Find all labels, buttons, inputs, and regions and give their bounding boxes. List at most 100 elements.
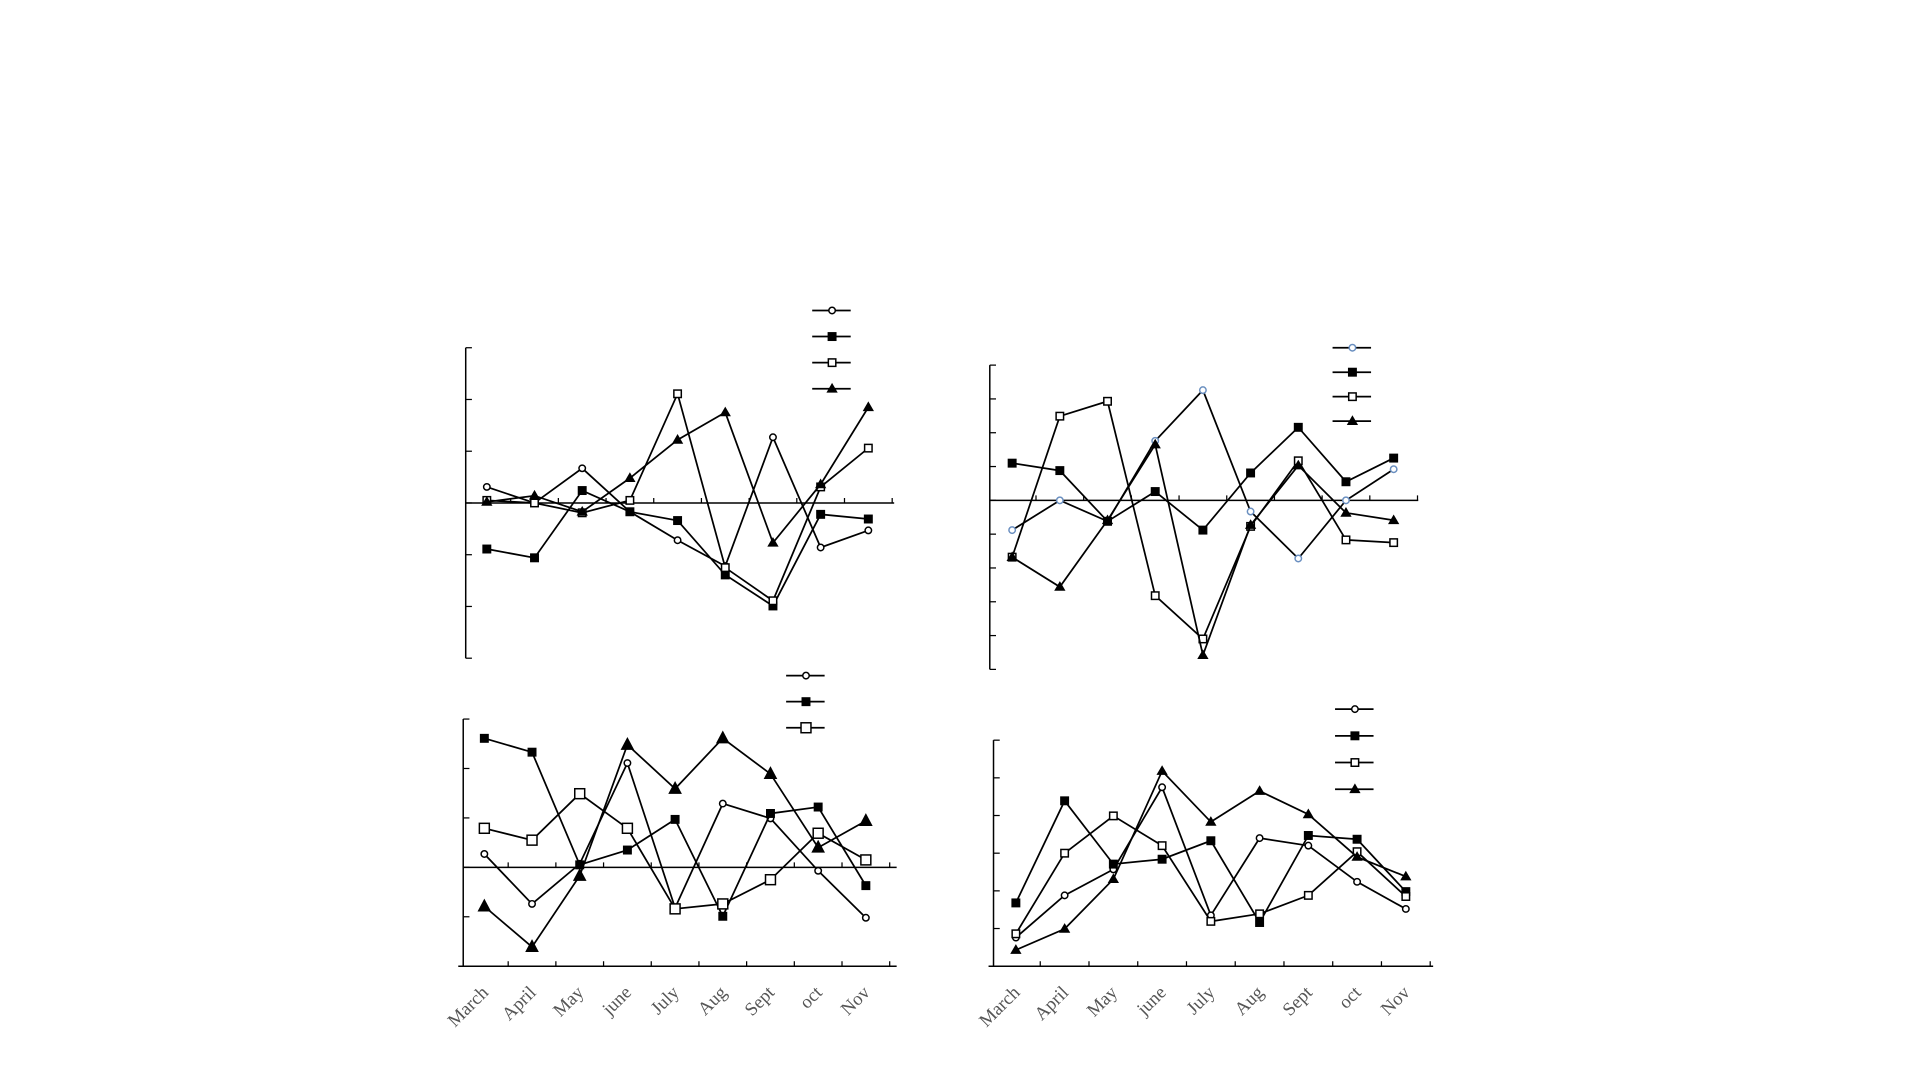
marker — [1302, 808, 1314, 819]
legend-marker — [800, 722, 812, 734]
marker — [1054, 581, 1066, 591]
series-line — [484, 737, 867, 919]
marker — [1060, 796, 1070, 806]
marker — [864, 526, 873, 535]
marker — [1060, 891, 1069, 900]
marker — [1006, 551, 1018, 561]
x-tick-label: Nov — [837, 982, 875, 1020]
marker — [1292, 459, 1304, 470]
marker — [1157, 854, 1167, 864]
x-tick-label: March — [975, 982, 1025, 1032]
marker — [1353, 877, 1362, 886]
marker — [576, 505, 588, 516]
series-line — [486, 434, 869, 568]
marker — [572, 867, 587, 881]
marker — [811, 839, 825, 853]
x-tick-label: Aug — [1231, 982, 1269, 1020]
marker — [1156, 765, 1168, 775]
marker — [1108, 811, 1118, 821]
marker — [1351, 851, 1363, 861]
series-line — [484, 792, 867, 910]
marker — [1293, 422, 1303, 432]
legend-marker — [827, 358, 837, 368]
x-tick-label: Aug — [694, 982, 732, 1020]
marker — [1255, 918, 1265, 927]
legend-marker — [1347, 367, 1357, 377]
marker — [816, 509, 826, 519]
x-tick-label: May — [549, 982, 588, 1021]
marker — [1244, 519, 1257, 529]
x-tick-label: May — [1083, 982, 1122, 1021]
marker — [623, 759, 632, 768]
legend-marker — [1350, 731, 1360, 741]
marker — [625, 495, 635, 505]
marker — [1101, 514, 1114, 525]
marker — [764, 873, 777, 886]
marker — [718, 911, 728, 921]
marker — [1303, 890, 1313, 900]
marker — [815, 478, 827, 489]
marker — [1352, 834, 1362, 844]
marker — [1206, 916, 1216, 926]
marker — [863, 443, 873, 453]
marker — [718, 799, 727, 808]
marker — [525, 939, 539, 953]
marker — [527, 747, 537, 757]
marker — [1400, 870, 1412, 881]
marker — [620, 736, 635, 750]
marker — [813, 802, 823, 812]
marker — [1341, 535, 1351, 545]
marker — [526, 834, 538, 846]
marker — [1149, 438, 1161, 449]
x-tick-label: July — [1183, 982, 1220, 1019]
marker — [670, 814, 680, 824]
marker — [1107, 873, 1120, 884]
marker — [669, 903, 681, 915]
marker — [673, 536, 682, 545]
x-tick-label: oct — [1335, 982, 1367, 1014]
x-tick-label: April — [1030, 982, 1073, 1025]
marker — [717, 898, 729, 910]
x-tick-label: oct — [796, 982, 828, 1014]
legend-marker — [802, 671, 810, 680]
marker — [625, 507, 635, 517]
marker — [1388, 514, 1400, 525]
marker — [481, 496, 493, 506]
marker — [1055, 496, 1064, 505]
marker — [577, 486, 587, 496]
marker — [1401, 904, 1410, 913]
marker — [1401, 892, 1411, 901]
marker — [1206, 836, 1216, 846]
marker — [480, 850, 489, 858]
marker — [668, 780, 682, 794]
legend-marker — [1348, 343, 1357, 352]
marker — [1058, 923, 1071, 933]
marker — [622, 845, 632, 855]
marker — [861, 913, 870, 922]
legend-marker — [826, 382, 838, 393]
marker — [1158, 783, 1167, 792]
marker — [1150, 591, 1160, 601]
x-tick-label: Sept — [741, 982, 780, 1021]
marker — [1108, 859, 1118, 869]
marker — [482, 544, 492, 554]
marker — [528, 489, 541, 500]
marker — [673, 389, 683, 399]
marker — [1255, 834, 1264, 843]
marker — [814, 866, 823, 875]
series-line — [1012, 426, 1395, 532]
marker — [859, 813, 873, 826]
legend-marker — [1347, 392, 1357, 402]
marker — [715, 730, 730, 744]
marker — [720, 570, 730, 580]
marker — [812, 827, 824, 839]
marker — [1198, 525, 1208, 535]
marker — [1055, 411, 1065, 421]
marker — [624, 472, 636, 482]
marker — [477, 898, 492, 912]
x-tick-label: Sept — [1279, 982, 1318, 1021]
marker — [1303, 831, 1313, 840]
marker — [530, 553, 539, 563]
marker — [1060, 848, 1070, 858]
x-tick-label: April — [498, 982, 541, 1025]
